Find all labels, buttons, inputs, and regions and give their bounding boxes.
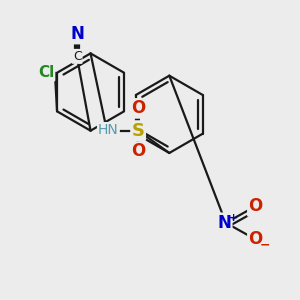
Text: O: O — [131, 99, 145, 117]
Text: S: S — [132, 122, 145, 140]
Text: O: O — [131, 142, 145, 160]
Text: −: − — [260, 238, 270, 252]
Text: +: + — [229, 213, 238, 224]
Text: N: N — [218, 214, 231, 232]
Text: HN: HN — [98, 123, 119, 137]
Text: O: O — [248, 197, 262, 215]
Text: O: O — [248, 230, 262, 248]
Text: N: N — [70, 25, 84, 43]
Text: Cl: Cl — [38, 65, 54, 80]
Text: C: C — [73, 50, 82, 63]
